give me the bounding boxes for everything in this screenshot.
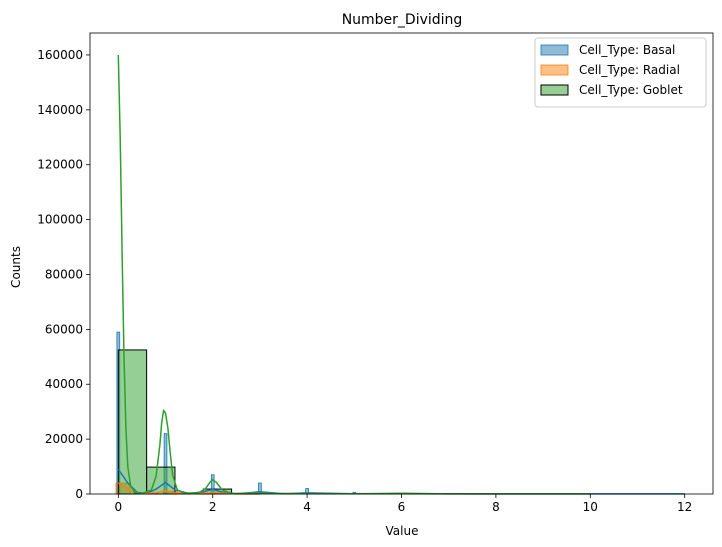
y-axis-label: Counts: [9, 246, 23, 288]
legend-label-goblet: Cell_Type: Goblet: [579, 83, 683, 97]
x-tick-label-12: 12: [677, 500, 692, 514]
y-tick-label-60000: 60000: [45, 322, 83, 336]
bar-goblet-1: [117, 349, 148, 495]
y-tick-label-80000: 80000: [45, 267, 83, 281]
x-tick-label-10: 10: [583, 500, 598, 514]
x-tick-label-8: 8: [492, 500, 500, 514]
y-tick-label-40000: 40000: [45, 377, 83, 391]
y-tick-label-160000: 160000: [37, 48, 83, 62]
x-tick-label-2: 2: [209, 500, 217, 514]
legend-label-radial: Cell_Type: Radial: [579, 63, 680, 77]
legend-box: [534, 37, 707, 108]
legend-swatch-goblet: [540, 84, 569, 96]
y-tick-label-0: 0: [75, 487, 83, 501]
x-tick-label-0: 0: [114, 500, 122, 514]
legend-swatch-radial: [540, 64, 569, 76]
kde-line-goblet: [117, 54, 591, 495]
y-tick-label-120000: 120000: [37, 158, 83, 172]
x-tick-label-6: 6: [398, 500, 406, 514]
x-tick-label-4: 4: [303, 500, 311, 514]
x-axis-label: Value: [386, 524, 419, 538]
y-tick-label-20000: 20000: [45, 432, 83, 446]
kde-line-radial: [117, 482, 260, 495]
y-tick-label-140000: 140000: [37, 103, 83, 117]
legend-label-basal: Cell_Type: Basal: [579, 43, 675, 57]
chart-title: Number_Dividing: [342, 12, 463, 28]
legend-swatch-basal: [540, 44, 569, 56]
y-tick-label-100000: 100000: [37, 213, 83, 227]
plot-area: 0 2 4 6 8 10 12 0 20000 40000 60000 80000 100000 1200…: [37, 32, 714, 514]
